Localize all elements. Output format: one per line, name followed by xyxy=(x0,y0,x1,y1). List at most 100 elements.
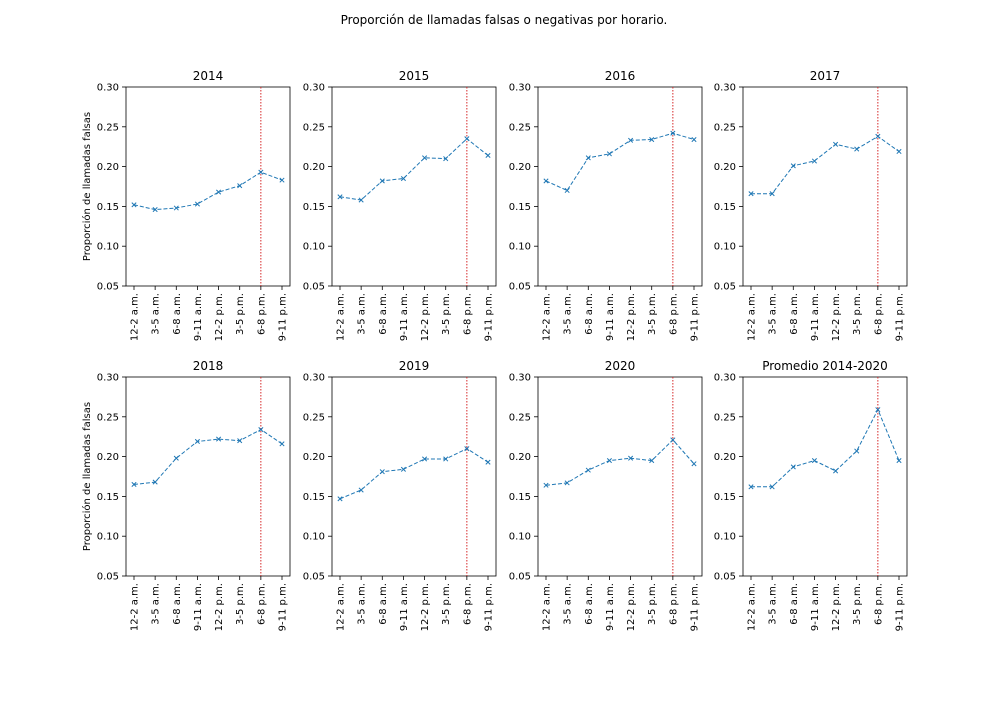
y-tick-label: 0.20 xyxy=(714,452,736,463)
plot-frame xyxy=(331,86,497,287)
y-tick-label: 0.30 xyxy=(509,373,531,384)
x-tick-label: 9-11 a.m. xyxy=(605,293,616,341)
y-tick-label: 0.20 xyxy=(97,452,119,463)
data-point xyxy=(748,484,754,490)
x-tick-label: 9-11 p.m. xyxy=(895,583,906,631)
data-point xyxy=(443,456,449,462)
x-tick-label: 12-2 a.m. xyxy=(542,583,553,631)
y-tick-label: 0.15 xyxy=(303,492,325,503)
data-point xyxy=(464,136,470,142)
data-point xyxy=(422,155,428,161)
x-tick-label: 3-5 p.m. xyxy=(441,583,452,625)
data-point xyxy=(216,189,222,195)
x-tick-label: 12-2 a.m. xyxy=(130,583,141,631)
y-tick-label: 0.20 xyxy=(303,162,325,173)
data-point xyxy=(748,191,754,197)
y-tick-label: 0.05 xyxy=(509,572,531,583)
data-point xyxy=(896,458,902,464)
x-tick-label: 12-2 p.m. xyxy=(214,583,225,631)
y-tick-label: 0.30 xyxy=(303,83,325,94)
series-line xyxy=(133,428,283,485)
y-tick-label: 0.25 xyxy=(509,122,531,133)
data-point xyxy=(194,438,200,445)
data-point xyxy=(833,141,839,147)
data-point xyxy=(173,455,179,461)
x-tick-label: 6-8 a.m. xyxy=(172,583,183,625)
x-tick-label: 3-5 p.m. xyxy=(235,583,246,625)
data-point xyxy=(152,479,158,485)
x-tick-label: 3-5 a.m. xyxy=(357,293,368,335)
data-point xyxy=(543,482,549,488)
y-tick-label: 0.25 xyxy=(509,412,531,423)
panel-title: 2016 xyxy=(605,69,636,83)
y-tick-label: 0.25 xyxy=(303,122,325,133)
x-tick-label: 3-5 a.m. xyxy=(151,583,162,625)
panel-title: 2015 xyxy=(399,69,430,83)
y-tick-label: 0.20 xyxy=(97,162,119,173)
y-tick-label: 0.05 xyxy=(714,572,736,583)
y-tick-label: 0.05 xyxy=(303,282,325,293)
y-tick-label: 0.10 xyxy=(303,242,325,253)
x-tick-label: 6-8 a.m. xyxy=(789,583,800,625)
data-point xyxy=(606,458,612,464)
y-tick-label: 0.10 xyxy=(509,532,531,543)
y-tick-label: 0.30 xyxy=(714,373,736,384)
data-point xyxy=(400,175,406,182)
x-tick-label: 6-8 p.m. xyxy=(256,293,267,335)
y-axis-label: Proporción de llamadas falsas xyxy=(81,112,93,261)
data-point xyxy=(628,137,634,143)
series-line xyxy=(545,439,695,486)
data-point xyxy=(606,151,612,157)
y-tick-label: 0.10 xyxy=(714,532,736,543)
y-tick-label: 0.25 xyxy=(97,122,119,133)
x-tick-label: 9-11 a.m. xyxy=(193,293,204,341)
data-point xyxy=(194,201,200,207)
x-tick-label: 12-2 a.m. xyxy=(542,293,553,341)
x-tick-label: 9-11 p.m. xyxy=(278,293,289,341)
y-tick-label: 0.15 xyxy=(714,202,736,213)
data-point xyxy=(464,446,470,452)
x-tick-label: 6-8 a.m. xyxy=(378,293,389,335)
x-tick-label: 6-8 p.m. xyxy=(668,293,679,335)
x-tick-label: 3-5 a.m. xyxy=(563,293,574,335)
figure-title: Proporción de llamadas falsas o negativa… xyxy=(341,13,668,27)
y-tick-label: 0.30 xyxy=(509,83,531,94)
y-tick-label: 0.15 xyxy=(509,202,531,213)
data-point xyxy=(216,436,222,442)
data-point xyxy=(358,197,364,203)
data-point xyxy=(400,466,406,472)
x-tick-label: 12-2 a.m. xyxy=(336,293,347,341)
x-tick-label: 12-2 a.m. xyxy=(130,293,141,341)
y-tick-label: 0.15 xyxy=(303,202,325,213)
data-point xyxy=(173,205,179,211)
x-tick-label: 12-2 p.m. xyxy=(626,293,637,341)
data-point xyxy=(585,467,591,473)
data-point xyxy=(379,469,385,475)
data-point xyxy=(237,183,243,189)
x-tick-label: 6-8 p.m. xyxy=(873,583,884,625)
data-point xyxy=(358,487,364,493)
plot-frame xyxy=(742,86,908,287)
data-point xyxy=(769,484,775,490)
x-tick-label: 9-11 a.m. xyxy=(399,293,410,341)
data-point xyxy=(485,152,491,159)
x-tick-label: 3-5 p.m. xyxy=(235,293,246,335)
series-line xyxy=(545,132,695,192)
x-tick-label: 6-8 a.m. xyxy=(789,293,800,335)
panel-title: Promedio 2014-2020 xyxy=(762,359,888,373)
x-tick-label: 6-8 p.m. xyxy=(256,583,267,625)
panel-6: 2020 0.05 0.10 0.15 0.20 0.25 0.30 12-2 a.m. 3-5… xyxy=(509,359,703,631)
x-tick-label: 6-8 p.m. xyxy=(668,583,679,625)
x-tick-label: 9-11 a.m. xyxy=(399,583,410,631)
y-axis-label: Proporción de llamadas falsas xyxy=(81,402,93,551)
data-point xyxy=(152,207,158,213)
series-line xyxy=(751,135,900,195)
x-tick-label: 12-2 p.m. xyxy=(831,583,842,631)
x-tick-label: 3-5 a.m. xyxy=(151,293,162,335)
plot-frame xyxy=(125,376,291,577)
data-point xyxy=(564,480,570,486)
y-tick-label: 0.05 xyxy=(97,282,119,293)
y-tick-label: 0.05 xyxy=(509,282,531,293)
